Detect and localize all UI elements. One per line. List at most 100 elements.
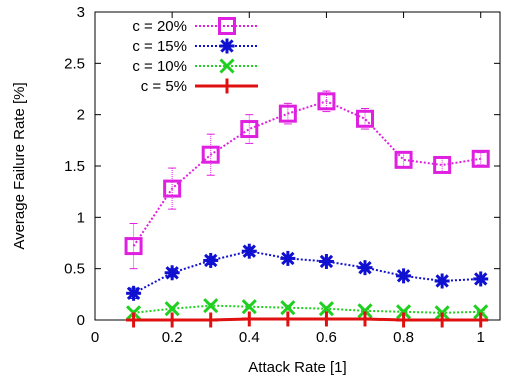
y-tick-label: 1	[77, 209, 85, 226]
data-point	[473, 271, 489, 287]
data-point	[280, 311, 296, 327]
asterisk-stroke-d2	[474, 272, 488, 286]
legend-label: c = 10%	[132, 58, 187, 75]
series-2	[126, 243, 489, 301]
asterisk-stroke-d2	[220, 39, 234, 53]
legend-entry-1: c = 20%	[132, 17, 258, 35]
x-stroke-2	[280, 300, 296, 316]
square-marker	[471, 149, 490, 168]
x-tick-label: 0.4	[239, 329, 260, 346]
asterisk-stroke-d2	[165, 266, 179, 280]
legend-marker	[219, 58, 235, 74]
data-point	[164, 312, 180, 328]
x-stroke-2	[318, 301, 334, 317]
y-tick-label: 2	[77, 107, 85, 124]
data-point	[394, 150, 413, 169]
square-marker	[317, 92, 336, 111]
y-tick-label: 0	[77, 312, 85, 329]
x-axis-label: Attack Rate [1]	[248, 359, 346, 376]
data-point	[434, 312, 450, 328]
square-marker	[356, 109, 374, 128]
y-tick-label: 2.5	[64, 55, 85, 72]
x-stroke-2	[473, 304, 489, 320]
asterisk-stroke-d2	[435, 274, 449, 288]
data-point	[471, 149, 490, 168]
data-point	[357, 303, 373, 319]
square-marker	[394, 150, 413, 169]
series-line	[133, 250, 481, 295]
legend-entry-3: c = 10%	[132, 58, 258, 75]
asterisk-stroke-d2	[358, 260, 372, 275]
data-point	[356, 109, 374, 128]
data-point	[357, 311, 373, 327]
data-point	[201, 145, 220, 164]
square-marker	[124, 237, 143, 256]
data-point	[317, 92, 336, 111]
data-point	[124, 237, 143, 256]
y-tick-label: 1.5	[64, 158, 85, 175]
legend-marker	[219, 78, 235, 94]
data-point	[241, 243, 257, 259]
data-point	[318, 311, 334, 327]
asterisk-stroke-d2	[126, 286, 141, 300]
asterisk-stroke-d2	[396, 269, 411, 283]
series-line	[132, 100, 481, 247]
data-point	[473, 312, 489, 328]
data-point	[164, 265, 180, 281]
data-point	[241, 311, 257, 327]
data-point	[396, 312, 412, 328]
x-stroke-2	[203, 298, 219, 314]
asterisk-stroke-d2	[319, 254, 334, 269]
data-point	[241, 299, 257, 315]
square-marker	[218, 17, 236, 35]
asterisk-stroke-d2	[242, 244, 256, 258]
data-point	[280, 300, 296, 316]
legend-label: c = 15%	[132, 38, 187, 55]
legend-entry-4: c = 5%	[141, 78, 258, 95]
x-stroke-2	[219, 58, 235, 74]
data-point	[278, 104, 297, 123]
data-point	[473, 304, 489, 320]
data-point	[280, 250, 296, 266]
legend-label: c = 20%	[132, 18, 187, 35]
x-tick-label: 0.2	[162, 329, 183, 346]
legend: c = 20% c = 15% c = 10% c = 5%	[132, 17, 258, 95]
x-stroke-2	[357, 303, 373, 319]
square-marker	[433, 155, 452, 174]
legend-label: c = 5%	[141, 78, 187, 95]
data-point	[164, 301, 180, 317]
x-tick-label: 0	[91, 329, 99, 346]
y-tick-label: 3	[77, 4, 85, 21]
x-tick-label: 1	[477, 329, 485, 346]
square-marker	[240, 120, 259, 139]
y-axis-label: Average Failure Rate [%]	[11, 82, 28, 249]
data-point	[357, 260, 373, 276]
data-point	[318, 301, 334, 317]
asterisk-stroke-d2	[281, 251, 295, 266]
axes: 0 0.2 0.4 0.6 0.8 1 0 0.5 1 1.5 2 2.5 3	[64, 4, 501, 346]
data-point	[433, 155, 452, 174]
series-line	[133, 304, 481, 314]
asterisk-stroke-d2	[204, 253, 218, 268]
y-tick-label: 0.5	[64, 261, 85, 278]
data-point	[240, 120, 259, 139]
series-1	[124, 90, 490, 270]
series-layer	[124, 90, 490, 328]
data-point	[126, 285, 142, 301]
series-3	[126, 298, 489, 321]
x-stroke-2	[164, 301, 180, 317]
data-point	[203, 298, 219, 314]
square-marker	[163, 179, 182, 198]
legend-marker	[218, 17, 236, 35]
data-point	[318, 253, 334, 269]
square-marker	[278, 104, 297, 123]
data-point	[434, 273, 450, 289]
data-point	[203, 312, 219, 328]
legend-entry-2: c = 15%	[132, 38, 258, 55]
series-line	[133, 317, 481, 322]
square-marker	[201, 145, 220, 164]
x-stroke-2	[396, 304, 412, 320]
data-point	[163, 179, 182, 198]
x-tick-label: 0.6	[316, 329, 337, 346]
